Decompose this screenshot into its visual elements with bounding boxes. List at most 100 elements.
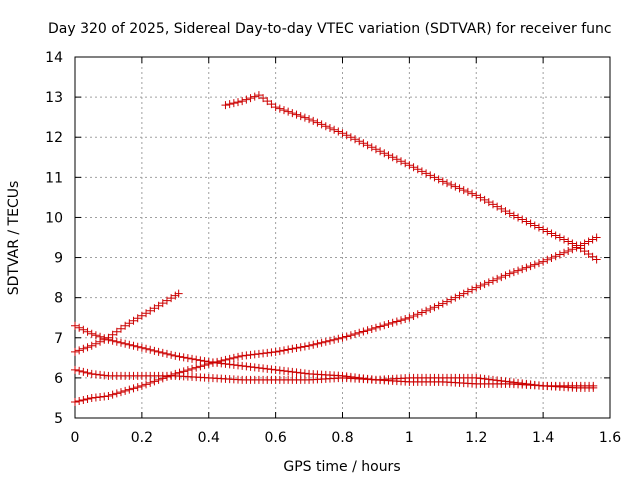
- data-point: [497, 376, 506, 385]
- data-point: [476, 281, 485, 290]
- data-point: [83, 327, 92, 336]
- data-point: [300, 342, 309, 351]
- data-point: [576, 244, 585, 253]
- data-point: [330, 125, 339, 134]
- y-tick-label: 6: [54, 371, 63, 387]
- data-point: [380, 321, 389, 330]
- data-point: [71, 397, 79, 406]
- data-point: [158, 348, 167, 357]
- data-point: [192, 363, 201, 372]
- x-tick-label: 0: [71, 430, 80, 446]
- data-point: [79, 325, 88, 334]
- data-point: [514, 266, 523, 275]
- data-point: [125, 319, 134, 328]
- data-point: [463, 187, 472, 196]
- data-point: [376, 147, 385, 156]
- data-point: [468, 189, 477, 198]
- data-point: [246, 94, 255, 103]
- data-point: [518, 265, 527, 274]
- data-point: [238, 97, 247, 106]
- data-point: [305, 115, 314, 124]
- data-point: [125, 385, 134, 394]
- data-point: [142, 344, 151, 353]
- data-point: [96, 392, 105, 401]
- data-point: [514, 213, 523, 222]
- data-point: [116, 338, 125, 347]
- data-point: [321, 337, 330, 346]
- data-point: [438, 177, 447, 186]
- data-point: [146, 345, 155, 354]
- x-tick-label: 1.6: [599, 430, 621, 446]
- data-point: [250, 350, 259, 359]
- data-point: [438, 299, 447, 308]
- data-point: [551, 252, 560, 261]
- chart-title: Day 320 of 2025, Sidereal Day-to-day VTE…: [48, 21, 612, 37]
- data-point: [518, 379, 527, 388]
- data-point: [284, 367, 293, 376]
- data-point: [363, 326, 372, 335]
- data-point: [405, 161, 414, 170]
- data-point: [75, 323, 84, 332]
- data-point: [96, 332, 105, 341]
- data-point: [422, 169, 431, 178]
- data-point: [263, 348, 272, 357]
- data-point: [213, 357, 222, 366]
- data-point: [451, 182, 460, 191]
- data-point: [263, 97, 272, 106]
- data-point: [104, 335, 113, 344]
- data-point: [75, 366, 84, 375]
- data-point: [288, 344, 297, 353]
- series-track-a: [71, 289, 183, 356]
- data-point: [451, 293, 460, 302]
- data-point: [79, 344, 88, 353]
- data-point: [313, 118, 322, 127]
- data-point: [179, 367, 188, 376]
- data-point: [584, 237, 593, 246]
- data-point: [484, 375, 493, 384]
- data-point: [305, 341, 314, 350]
- data-point: [162, 349, 171, 358]
- data-point: [91, 339, 100, 348]
- data-point: [296, 368, 305, 377]
- data-point: [584, 249, 593, 258]
- data-point: [434, 301, 443, 310]
- data-point: [158, 374, 167, 383]
- data-point: [200, 361, 209, 370]
- data-point: [167, 294, 176, 303]
- data-point: [580, 247, 589, 256]
- data-point: [388, 318, 397, 327]
- data-point: [501, 207, 510, 216]
- data-point: [179, 353, 188, 362]
- data-point: [555, 233, 564, 242]
- data-point: [313, 339, 322, 348]
- data-point: [392, 317, 401, 326]
- data-point: [246, 362, 255, 371]
- data-point: [459, 289, 468, 298]
- data-point: [447, 295, 456, 304]
- data-point: [376, 322, 385, 331]
- data-point: [188, 354, 197, 363]
- data-point: [564, 237, 573, 246]
- data-point: [455, 184, 464, 193]
- y-tick-label: 8: [54, 291, 63, 307]
- data-point: [100, 392, 109, 401]
- data-point: [250, 363, 259, 372]
- data-point: [413, 310, 422, 319]
- data-point: [359, 327, 368, 336]
- x-tick-labels: 0 0.2 0.4 0.6 0.8 1 1.2 1.4 1.6: [71, 430, 622, 446]
- data-point: [183, 366, 192, 375]
- data-point: [175, 368, 184, 377]
- data-point: [384, 319, 393, 328]
- data-point: [434, 175, 443, 184]
- data-point: [250, 92, 259, 101]
- data-point: [417, 308, 426, 317]
- data-point: [592, 255, 601, 264]
- data-point: [129, 341, 138, 350]
- data-point: [472, 191, 481, 200]
- data-point: [426, 304, 435, 313]
- data-point: [112, 337, 121, 346]
- data-point: [300, 113, 309, 122]
- data-point: [560, 248, 569, 257]
- data-point: [493, 202, 502, 211]
- data-point: [154, 301, 163, 310]
